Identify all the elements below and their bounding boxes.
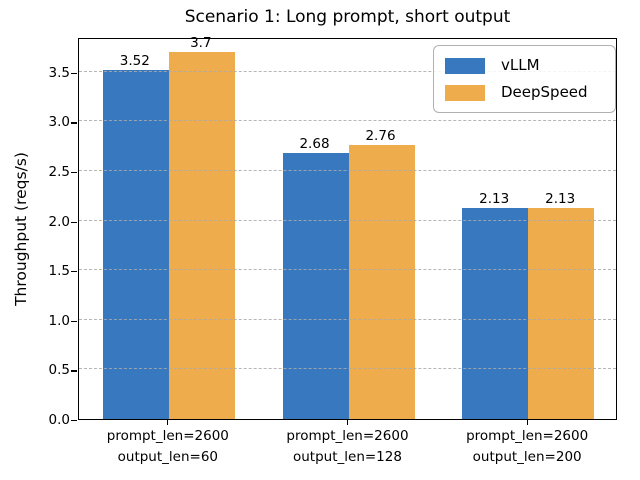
y-tick [71,420,77,422]
bar-deepspeed [348,145,415,419]
y-tick [71,370,77,372]
y-tick [71,320,77,323]
x-tick-label: prompt_len=2600 output_len=200 [437,426,617,468]
y-tick [71,221,77,223]
y-tick-label: 1.0 [48,312,70,329]
bar-value-label: 2.13 [545,190,576,207]
x-tick-label-line1: prompt_len=2600 [106,428,229,444]
y-tick [71,271,77,273]
gridline [79,169,616,171]
y-tick-label: 1.5 [48,263,70,280]
bar-vllm [102,69,169,419]
vllm-swatch-icon [445,57,485,74]
y-tick-label: 2.0 [48,213,70,230]
legend-label-vllm: vLLM [501,56,540,74]
y-tick [71,122,77,124]
x-tick-label-line2: output_len=60 [117,449,219,465]
y-tick [71,72,77,75]
bar-value-label: 2.76 [365,128,396,145]
bar-vllm [282,153,349,419]
legend-entry-deepspeed: DeepSpeed [445,82,604,103]
gridline [79,219,616,221]
gridline [79,368,616,370]
x-tick [167,420,169,425]
chart-title: Scenario 1: Long prompt, short output [184,7,511,27]
gridline [79,269,616,271]
x-tick-label: prompt_len=2600 output_len=60 [78,426,258,468]
bar-deepspeed [168,51,235,419]
y-tick-label: 0.0 [48,412,70,428]
gridline [79,70,616,72]
bar-value-label: 3.7 [190,34,212,51]
bar-vllm [462,207,529,419]
gridline [79,318,616,320]
x-tick [526,420,528,425]
y-tick-label: 2.5 [48,163,70,180]
bar-value-label: 2.68 [299,136,330,153]
x-tick-label: prompt_len=2600 output_len=128 [258,426,438,468]
bar-value-label: 2.13 [479,190,510,207]
legend: vLLM DeepSpeed [433,45,616,113]
bar-value-label: 3.52 [119,52,150,69]
legend-entry-vllm: vLLM [445,55,604,76]
legend-label-deepspeed: DeepSpeed [501,83,588,101]
x-tick-label-line2: output_len=200 [472,449,582,465]
x-tick-label-line1: prompt_len=2600 [286,428,409,444]
plot-area [78,38,617,420]
x-tick [346,420,349,425]
y-tick-label: 3.5 [48,64,70,81]
x-tick-label-line1: prompt_len=2600 [466,428,589,444]
bar-deepspeed [528,207,595,419]
x-tick-label-line2: output_len=128 [292,449,402,465]
gridline [79,120,616,122]
deepspeed-swatch-icon [445,84,485,101]
y-tick-label: 3.0 [48,114,70,131]
y-tick-label: 0.5 [48,362,70,379]
y-tick [71,171,77,174]
